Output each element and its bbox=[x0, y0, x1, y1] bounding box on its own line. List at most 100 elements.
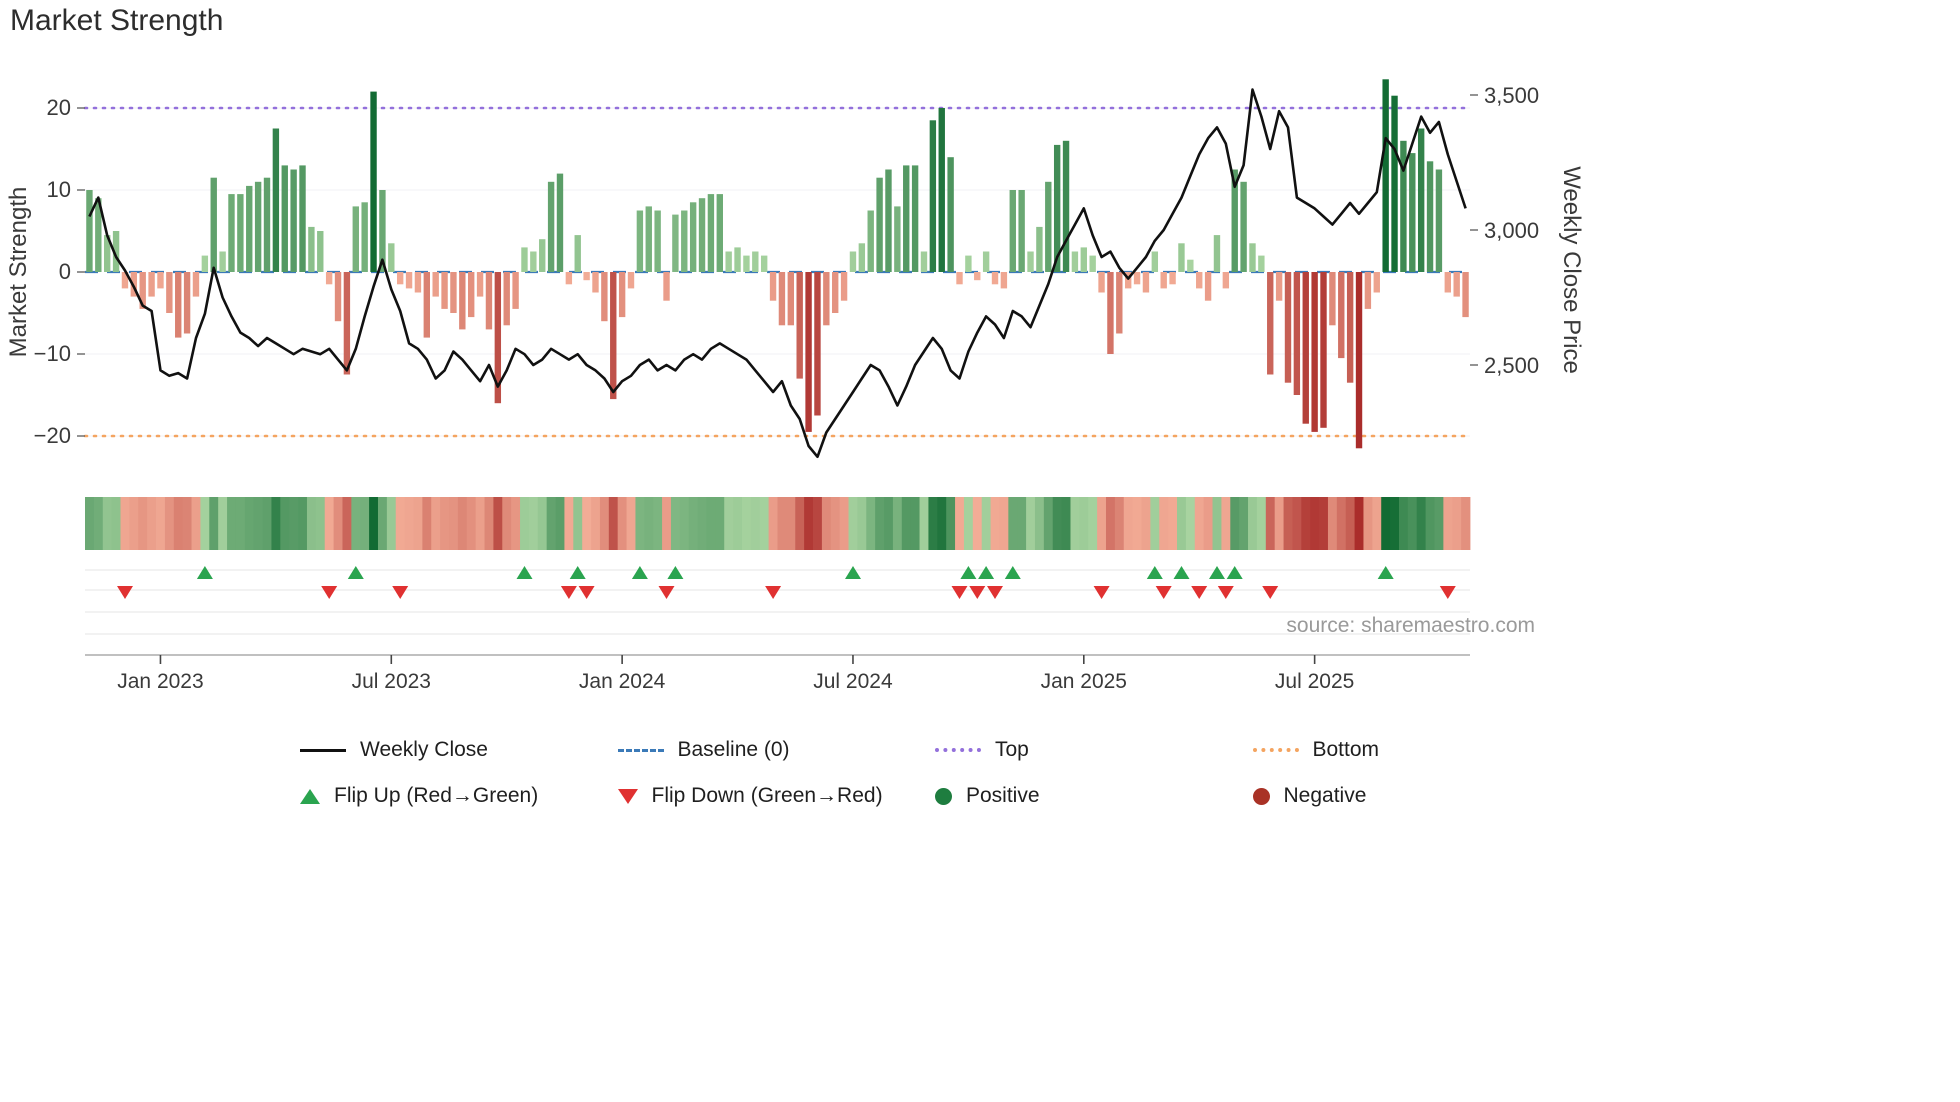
market-strength-chart-canvas: Jan 2023 Jul 2023 Jan 2024 Jul 2024 Jan 2025… bbox=[5, 79, 1585, 693]
x-tick-label: Jan 2025 bbox=[1041, 670, 1127, 693]
heatmap-cell bbox=[1088, 497, 1098, 550]
flip-down-triangle-icon bbox=[1093, 586, 1110, 599]
x-tick-label: Jan 2024 bbox=[579, 670, 666, 693]
strength-bar bbox=[1275, 272, 1283, 301]
flip-down-triangle-icon bbox=[321, 586, 338, 599]
heatmap-cell bbox=[1159, 497, 1169, 550]
heatmap-cell bbox=[129, 497, 139, 550]
strength-bar bbox=[361, 202, 368, 272]
strength-bar bbox=[805, 272, 812, 432]
heatmap-cell bbox=[1319, 497, 1329, 550]
heatmap-cell bbox=[830, 497, 841, 550]
heatmap-cell bbox=[1274, 497, 1284, 550]
left-tick-label: −10 bbox=[34, 341, 71, 366]
heatmap-cell bbox=[741, 497, 752, 550]
heatmap-cell bbox=[324, 497, 334, 550]
flip-up-triangle-icon bbox=[1377, 566, 1394, 579]
heatmap-cell bbox=[546, 497, 556, 550]
heatmap-cell bbox=[1052, 497, 1062, 550]
x-tick-label: Jul 2024 bbox=[813, 670, 893, 693]
strength-bar bbox=[1231, 169, 1238, 272]
left-tick-label: 20 bbox=[47, 95, 71, 120]
legend-item-top: Top bbox=[935, 734, 1253, 766]
strength-bar bbox=[1071, 251, 1079, 272]
flip-up-triangle-icon bbox=[196, 566, 213, 579]
strength-bar bbox=[1258, 255, 1265, 272]
heatmap-cell bbox=[999, 497, 1009, 550]
strength-bar bbox=[210, 177, 217, 272]
heatmap-cell bbox=[227, 497, 237, 550]
heatmap-cell bbox=[892, 497, 903, 550]
heatmap-cell bbox=[511, 497, 521, 550]
heatmap-cell bbox=[919, 497, 929, 550]
strength-bar bbox=[166, 272, 173, 313]
heatmap-cell bbox=[1141, 497, 1151, 550]
legend-item-flip-down: Flip Down (Green→Red) bbox=[617, 780, 936, 812]
heatmap-cell bbox=[972, 497, 983, 550]
strength-bar bbox=[334, 272, 342, 322]
strength-bar bbox=[1204, 272, 1212, 301]
right-axis: 3,500 3,000 2,500 Weekly Close Price bbox=[1470, 83, 1585, 378]
heatmap-cell bbox=[937, 497, 947, 550]
heatmap-cell bbox=[1452, 497, 1462, 550]
strength-bar bbox=[627, 272, 635, 289]
weekly-close-line-icon bbox=[300, 748, 346, 752]
strength-bar bbox=[405, 272, 413, 289]
heatmap-cell bbox=[315, 497, 326, 550]
strength-bar bbox=[601, 272, 608, 322]
strength-bar bbox=[1355, 272, 1363, 449]
strength-bar bbox=[876, 177, 883, 272]
heatmap-cell bbox=[1381, 497, 1391, 550]
strength-bar bbox=[1080, 247, 1087, 272]
heatmap-cell bbox=[759, 497, 770, 550]
heatmap-cell bbox=[440, 497, 450, 550]
flip-down-triangle-icon bbox=[765, 586, 782, 599]
heatmap-cell bbox=[750, 497, 761, 550]
heatmap-cell bbox=[804, 497, 814, 550]
heatmap-cell bbox=[1310, 497, 1320, 550]
heatmap-cell bbox=[857, 497, 867, 550]
strength-bar bbox=[1133, 272, 1141, 285]
strength-bar bbox=[832, 272, 839, 313]
legend-item-flip-up: Flip Up (Red→Green) bbox=[300, 780, 618, 812]
top-dotted-line-icon bbox=[935, 748, 981, 752]
flip-down-markers bbox=[117, 586, 1456, 599]
negative-dot-icon bbox=[1252, 787, 1270, 805]
strength-bar bbox=[565, 272, 573, 285]
heatmap-cell bbox=[156, 497, 166, 550]
heatmap-cell bbox=[608, 497, 619, 550]
flip-up-triangle-icon bbox=[845, 566, 861, 579]
heatmap-cell bbox=[333, 497, 343, 550]
heatmap-cell bbox=[946, 497, 956, 550]
strength-bar bbox=[281, 165, 288, 272]
strength-bar bbox=[1373, 272, 1380, 293]
left-axis-title: Market Strength bbox=[5, 187, 32, 358]
legend-item-negative: Negative bbox=[1252, 780, 1571, 812]
strength-bar bbox=[547, 181, 555, 272]
heatmap-cell bbox=[111, 497, 121, 550]
right-tick-label: 3,000 bbox=[1484, 218, 1539, 243]
heatmap-cell bbox=[298, 497, 308, 550]
strength-bar bbox=[1160, 272, 1167, 289]
heatmap-cell bbox=[404, 497, 414, 550]
heatmap-cell bbox=[866, 497, 876, 550]
flip-down-triangle-icon bbox=[951, 586, 968, 599]
heatmap-cell bbox=[262, 497, 272, 550]
left-axis: 20 10 0 −10 −20 Market Strength bbox=[5, 95, 85, 448]
strength-bar bbox=[521, 247, 528, 272]
strength-bar bbox=[698, 198, 706, 272]
strength-bar bbox=[1142, 272, 1150, 293]
flip-up-triangle-icon bbox=[1173, 566, 1190, 579]
heatmap-cell bbox=[466, 497, 477, 550]
heatmap-cell bbox=[724, 497, 734, 550]
heatmap-cell bbox=[733, 497, 743, 550]
flip-down-triangle-icon bbox=[987, 586, 1003, 599]
strength-bar bbox=[592, 272, 599, 293]
heatmap-cell bbox=[1185, 497, 1196, 550]
strength-bar bbox=[396, 272, 404, 285]
heatmap-cell bbox=[1114, 497, 1125, 550]
strength-bar bbox=[183, 272, 191, 334]
strength-bar bbox=[1045, 181, 1052, 272]
heatmap-cell bbox=[1123, 497, 1134, 550]
heatmap-cell bbox=[813, 497, 823, 550]
